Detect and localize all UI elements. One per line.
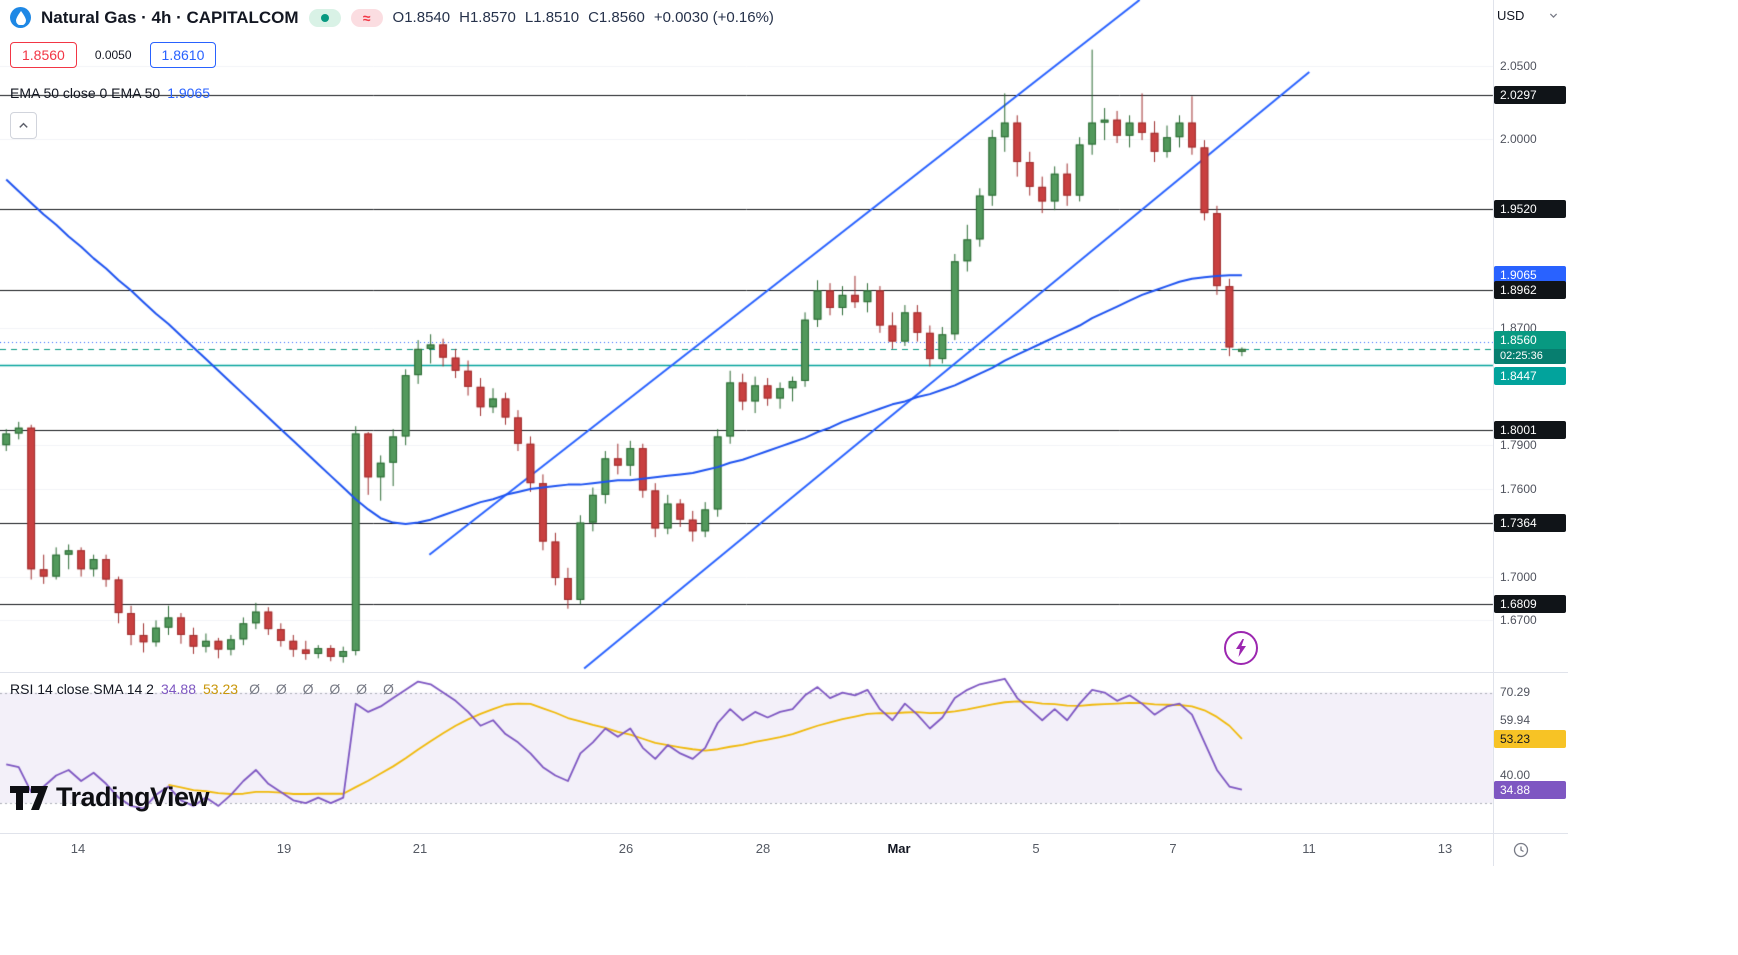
- price-badge-alert[interactable]: 1.8447: [1494, 367, 1566, 385]
- ohlc-values: O1.8540 H1.8570 L1.8510 C1.8560 +0.0030 …: [393, 9, 774, 26]
- lightning-icon: [1236, 639, 1246, 657]
- price-axis-label: 1.7900: [1500, 438, 1537, 452]
- time-axis-label: 11: [1302, 841, 1316, 856]
- price-axis-border: [1493, 0, 1494, 866]
- market-status-icon: [308, 8, 341, 27]
- time-axis-border: [0, 833, 1568, 834]
- price-axis[interactable]: 2.0500 2.0000 1.8700 1.7900 1.7600 1.7000 1.67…: [1493, 0, 1568, 833]
- time-axis-label: 28: [755, 841, 771, 856]
- price-change: +0.0030 (+0.16%): [653, 9, 774, 26]
- collapse-legend-button[interactable]: [10, 112, 37, 139]
- trade-panel: 1.8560 0.0050 1.8610: [10, 42, 217, 68]
- time-axis-label: Mar: [887, 841, 911, 856]
- currency-label: USD: [1497, 8, 1525, 23]
- rsi-sma-legend-value: 53.23: [203, 681, 239, 697]
- rsi-axis-label: 40.00: [1500, 768, 1531, 782]
- symbol-title[interactable]: Natural Gas · 4h · CAPITALCOM: [41, 7, 299, 27]
- time-axis-label: 21: [412, 841, 428, 856]
- price-badge-ema[interactable]: 1.9065: [1494, 266, 1566, 284]
- price-axis-label: 1.7000: [1500, 570, 1537, 584]
- price-badge-level[interactable]: 2.0297: [1494, 86, 1566, 104]
- price-badge-level[interactable]: 1.9520: [1494, 200, 1566, 218]
- tradingview-watermark: TradingView: [10, 782, 210, 813]
- approx-glyph: ≈: [362, 9, 371, 26]
- price-badge-level[interactable]: 1.8001: [1494, 421, 1566, 439]
- rsi-legend-value: 34.88: [160, 681, 197, 697]
- lightning-button[interactable]: [1224, 631, 1258, 665]
- rsi-axis-label: 59.94: [1500, 713, 1531, 727]
- price-axis-label: 1.7600: [1500, 482, 1537, 496]
- price-badge-last-price[interactable]: 1.8560 02:25:36: [1494, 331, 1566, 364]
- time-axis-label: 14: [70, 841, 86, 856]
- spread-value: 0.0050: [94, 48, 132, 62]
- price-axis-label: 2.0000: [1500, 132, 1537, 146]
- currency-selector[interactable]: USD: [1497, 8, 1559, 23]
- sell-price-button[interactable]: 1.8560: [10, 42, 77, 68]
- time-axis-label: 26: [618, 841, 634, 856]
- chevron-up-icon: [19, 122, 28, 128]
- ema-legend-value: 1.9065: [167, 85, 211, 101]
- ema-indicator-legend[interactable]: EMA 50 close 0 EMA 50 1.9065: [10, 85, 210, 101]
- symbol-legend[interactable]: Natural Gas · 4h · CAPITALCOM ≈ O1.8540 …: [10, 7, 774, 28]
- price-badge-level[interactable]: 1.6809: [1494, 595, 1566, 613]
- rsi-indicator-legend[interactable]: RSI 14 close SMA 14 2 34.88 53.23 Ø Ø Ø …: [10, 681, 400, 697]
- rsi-legend-title: RSI 14 close SMA 14 2: [10, 681, 154, 697]
- rsi-value-badge-sma[interactable]: 53.23: [1494, 730, 1566, 748]
- chevron-down-icon: [1549, 13, 1558, 18]
- price-badge-level[interactable]: 1.8962: [1494, 281, 1566, 299]
- price-badge-level[interactable]: 1.7364: [1494, 514, 1566, 532]
- pane-separator[interactable]: [0, 672, 1568, 673]
- price-axis-label: 2.0500: [1500, 59, 1537, 73]
- rsi-hidden-values: Ø Ø Ø Ø Ø Ø: [249, 681, 400, 697]
- bar-countdown: 02:25:36: [1494, 349, 1566, 364]
- approx-values-icon: ≈: [350, 8, 383, 27]
- rsi-axis-label: 70.29: [1500, 685, 1531, 699]
- low-value: L1.8510: [524, 9, 580, 26]
- price-axis-label: 1.6700: [1500, 613, 1537, 627]
- time-axis-label: 5: [1032, 841, 1040, 856]
- time-axis-label: 7: [1169, 841, 1177, 856]
- tradingview-watermark-text: TradingView: [56, 782, 210, 812]
- symbol-logo-icon: [10, 7, 31, 28]
- time-axis-label: 13: [1437, 841, 1453, 856]
- close-value: C1.8560: [588, 9, 645, 26]
- open-value: O1.8540: [392, 9, 451, 26]
- buy-price-button[interactable]: 1.8610: [149, 42, 217, 68]
- time-axis-label: 19: [276, 841, 292, 856]
- clock-icon[interactable]: [1512, 841, 1530, 864]
- ema-legend-title: EMA 50 close 0 EMA 50: [10, 85, 161, 101]
- tradingview-logo-icon: [10, 785, 48, 810]
- rsi-value-badge-rsi[interactable]: 34.88: [1494, 781, 1566, 799]
- time-axis[interactable]: 14 19 21 26 28 Mar 5 7 11 13: [0, 833, 1568, 866]
- high-value: H1.8570: [459, 9, 516, 26]
